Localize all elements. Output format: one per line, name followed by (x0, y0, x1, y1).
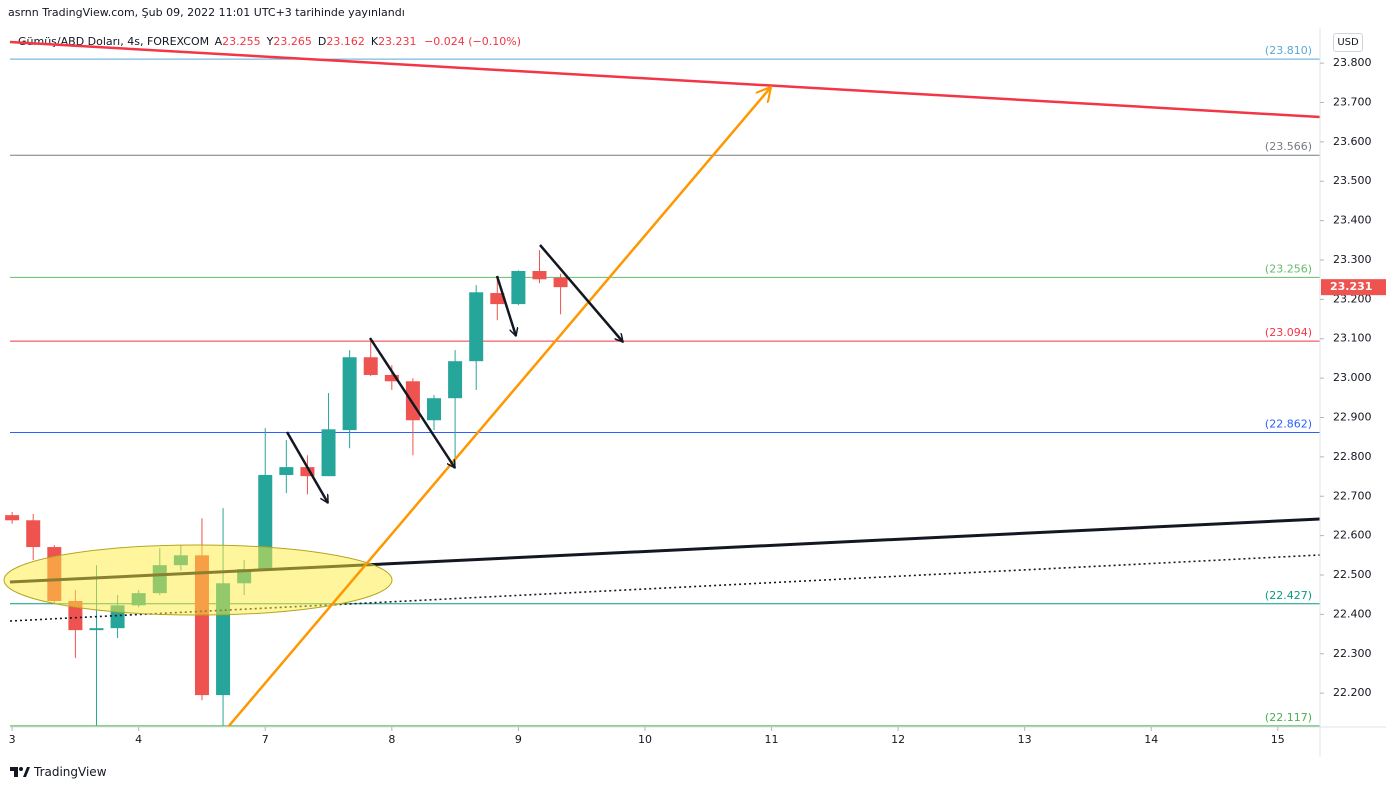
level-label: (22.427) (1265, 589, 1312, 602)
level-label: (23.256) (1265, 262, 1312, 275)
candle-body (469, 292, 484, 362)
up-arrow (227, 87, 771, 728)
x-tick-label: 10 (638, 733, 652, 746)
y-tick-label: 22.800 (1333, 450, 1372, 463)
candle-body (5, 515, 20, 521)
ohlc-key: K (370, 35, 379, 48)
candle-body (553, 277, 568, 288)
x-tick-label: 9 (515, 733, 522, 746)
down-arrow (495, 275, 516, 336)
highlight-ellipse (3, 544, 393, 616)
candle-body (300, 467, 315, 477)
ohlc-key: Y (266, 35, 274, 48)
y-tick-label: 23.700 (1333, 95, 1372, 108)
down-arrow (539, 244, 623, 342)
price-axis-panel (1321, 0, 1386, 760)
y-tick-label: 22.600 (1333, 529, 1372, 542)
x-tick-label: 11 (765, 733, 779, 746)
candle-body (26, 520, 41, 548)
ohlc-key: D (317, 35, 327, 48)
y-tick-label: 22.400 (1333, 607, 1372, 620)
x-tick-label: 3 (9, 733, 16, 746)
y-tick-label: 22.700 (1333, 489, 1372, 502)
candle-body (258, 474, 273, 570)
candle-body (490, 293, 505, 305)
down-arrow (285, 431, 330, 503)
logo (10, 767, 30, 777)
y-tick-label: 23.600 (1333, 135, 1372, 148)
x-tick-label: 15 (1271, 733, 1285, 746)
ohlc-value: 23.231 (378, 35, 417, 48)
dotted-trend-line (9, 554, 1321, 622)
level-label: (23.566) (1265, 140, 1312, 153)
y-tick-label: 23.200 (1333, 292, 1372, 305)
level-label: (23.810) (1265, 44, 1312, 57)
candle-body (321, 429, 336, 477)
y-tick-label: 22.900 (1333, 410, 1372, 423)
x-tick-label: 8 (388, 733, 395, 746)
y-tick-label: 23.000 (1333, 371, 1372, 384)
x-tick-label: 12 (891, 733, 905, 746)
ohlc-key: A (214, 35, 223, 48)
candle-body (511, 271, 526, 305)
candle-body (68, 600, 83, 631)
candle-body (405, 381, 420, 421)
level-label: (22.862) (1265, 417, 1312, 430)
change: −0.024 (−0.10%) (424, 35, 522, 48)
y-tick-label: 23.100 (1333, 332, 1372, 345)
y-tick-label: 23.300 (1333, 253, 1372, 266)
x-tick-label: 13 (1018, 733, 1032, 746)
candle-body (448, 361, 463, 399)
y-tick-label: 22.300 (1333, 647, 1372, 660)
ohlc-value: 23.162 (326, 35, 365, 48)
candle-body (342, 357, 357, 431)
x-tick-label: 14 (1144, 733, 1158, 746)
candle-body (384, 374, 399, 382)
y-tick-label: 23.800 (1333, 56, 1372, 69)
level-label: (22.117) (1265, 711, 1312, 724)
x-tick-label: 4 (135, 733, 142, 746)
y-tick-label: 22.500 (1333, 568, 1372, 581)
level-label: (23.094) (1265, 326, 1312, 339)
ohlc-value: 23.265 (273, 35, 312, 48)
x-tick-label: 7 (262, 733, 269, 746)
down-arrow (368, 337, 457, 468)
candle-body (279, 467, 294, 475)
price-label-box (1321, 279, 1386, 296)
price-label: 23.231 (1330, 280, 1372, 293)
currency-button[interactable]: USD (1333, 33, 1363, 52)
y-tick-label: 23.500 (1333, 174, 1372, 187)
candle-body (532, 271, 547, 280)
trend-line (9, 40, 1321, 119)
brand: TradingView (34, 765, 107, 779)
ohlc: A23.255 Y23.265 D23.162 K23.231 (213, 35, 421, 48)
candle-body (363, 357, 378, 375)
y-tick-label: 22.200 (1333, 686, 1372, 699)
published-note: asrnn TradingView.com, Şub 09, 2022 11:0… (8, 6, 405, 19)
footer: TradingView (10, 765, 107, 779)
y-tick-label: 23.400 (1333, 214, 1372, 227)
candle-body (89, 628, 104, 631)
symbol-legend: Gümüş/ABD Doları, 4s, FOREXCOM A23.255 Y2… (18, 35, 525, 48)
drawings (3, 40, 1321, 728)
candle-body (427, 398, 442, 421)
ohlc-value: 23.255 (222, 35, 261, 48)
